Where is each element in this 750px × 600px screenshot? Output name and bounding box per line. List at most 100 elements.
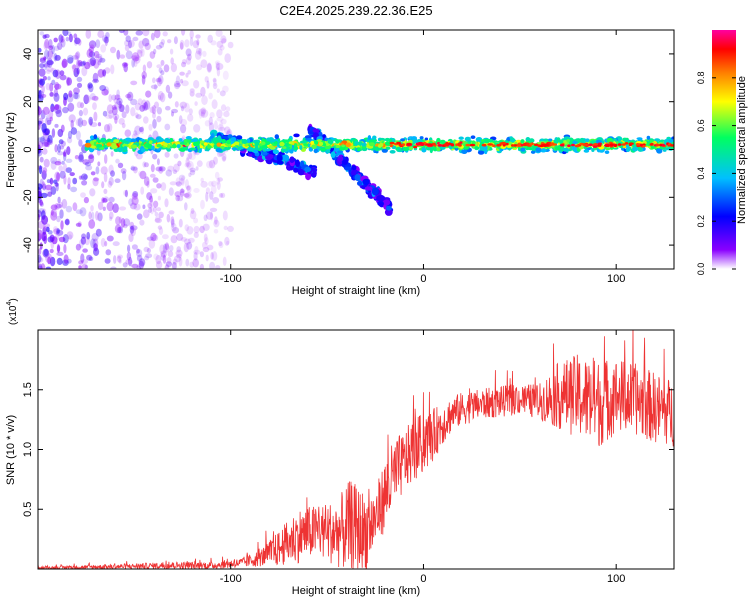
colorbar-tick-label: 0.4 [696, 167, 706, 180]
spectrogram-scatter-point [113, 255, 117, 264]
spectrogram-band-point [178, 138, 183, 142]
spectrogram-scatter-point [49, 177, 54, 185]
spectrogram-scatter-point [145, 90, 152, 98]
spectrogram-scatter-point [225, 106, 231, 112]
spectrogram-scatter-point [219, 90, 226, 97]
spectrogram-scatter-point [107, 180, 113, 188]
spectrogram-scatter-point [38, 208, 45, 214]
spectrogram-scatter-point [105, 32, 110, 39]
spectrogram-band-point [574, 138, 581, 142]
spectrogram-scatter-point [208, 181, 214, 187]
spectrogram-scatter-point [42, 34, 47, 39]
spectrogram-scatter-point [190, 208, 195, 214]
spectrogram-scatter-point [180, 118, 188, 127]
spectrogram-scatter-point [89, 188, 96, 197]
spectrogram-band-point [261, 138, 265, 143]
spectrogram-scatter-point [213, 229, 219, 234]
spectrogram-scatter-point [48, 45, 54, 50]
spectrogram-scatter-point [134, 125, 142, 135]
spectrogram-scatter-point [38, 68, 46, 77]
spectrogram-scatter-point [83, 94, 91, 104]
spectrogram-scatter-point [156, 107, 162, 115]
spectrogram-scatter-point [71, 64, 77, 70]
spectrogram-band-point [320, 147, 327, 151]
snr-x-label: Height of straight line (km) [292, 585, 420, 597]
spectrogram-scatter-point [138, 171, 142, 177]
spectrogram-scatter-point [82, 248, 88, 253]
spectrogram-scatter-point [133, 130, 138, 136]
spectrogram-scatter-point [119, 104, 125, 113]
spectrogram-scatter-point [181, 61, 187, 68]
spectrogram-band-point [255, 145, 259, 151]
spectrogram-scatter-point [215, 30, 223, 37]
spectrogram-scatter-point [178, 218, 183, 228]
spectrogram-scatter-point [54, 182, 59, 187]
spectrogram-scatter-point [91, 233, 99, 242]
spectrogram-band-point [318, 141, 324, 146]
spectrogram-band-point [656, 148, 663, 154]
spectrogram-scatter-point [193, 251, 198, 261]
spectrogram-scatter-point [73, 38, 78, 46]
spectrogram-scatter-point [88, 256, 94, 262]
spectrogram-scatter-point [183, 193, 190, 198]
spectrogram-scatter-point [43, 142, 50, 147]
spectrogram-band-point [389, 150, 396, 154]
spectrogram-band-point [204, 139, 210, 143]
spectrogram-scatter-point [110, 266, 117, 269]
spectrogram-peak-point [396, 141, 402, 145]
spectrogram-peak-point [655, 143, 660, 147]
spectrogram-scatter-point [88, 116, 94, 126]
spectrogram-band-point [326, 149, 331, 154]
spectrogram-scatter-point [97, 30, 105, 38]
spectrogram-scatter-point [49, 116, 53, 122]
spectrogram-peak-point [649, 143, 654, 146]
spectrogram-scatter-point [133, 166, 138, 174]
spectrogram-scatter-point [39, 91, 43, 101]
spectrogram-scatter-point [195, 166, 199, 171]
spectrogram-scatter-point [59, 170, 66, 179]
spectrogram-scatter-point [58, 34, 64, 43]
spectrogram-scatter-point [102, 206, 106, 211]
spectrogram-band-point [548, 138, 553, 142]
spectrogram-scatter-point [146, 247, 151, 254]
spectrogram-band-point [167, 144, 171, 149]
spectrogram-scatter-point [146, 236, 154, 241]
spectrogram-scatter-point [189, 37, 194, 47]
spectrogram-scatter-point [82, 107, 89, 116]
spectrogram-peak-point [628, 142, 634, 145]
spectrogram-peak-point [621, 143, 626, 146]
spectrogram-scatter-point [134, 102, 142, 111]
spectrogram-scatter-point [156, 207, 161, 212]
spectrogram-scatter-point [188, 237, 195, 243]
spectrogram-scatter-point [59, 209, 64, 219]
spectrogram-scatter-point [79, 239, 84, 249]
spectrogram-peak-point [659, 143, 662, 147]
spectrogram-peak-point [449, 143, 454, 146]
spectrogram-scatter-point [200, 59, 208, 69]
spectrogram-peak-point [639, 143, 643, 147]
spectrogram-scatter-point [38, 141, 44, 149]
spectrogram-scatter-point [175, 249, 183, 257]
spectrogram-track-point [281, 154, 290, 161]
spectrogram-scatter-point [122, 62, 129, 67]
spectrogram-scatter-point [157, 90, 164, 101]
spectrogram-scatter-point [206, 80, 210, 89]
spectrogram-band-point [264, 141, 271, 146]
spectrogram-scatter-point [97, 56, 103, 63]
spectrogram-band-point [189, 147, 196, 151]
spectrogram-scatter-point [120, 218, 126, 228]
spectrogram-peak-point [457, 142, 461, 146]
spectrogram-band-point [226, 139, 231, 145]
spectrogram-scatter-point [156, 158, 160, 166]
spectrogram-scatter-point [38, 137, 45, 142]
spectrogram-scatter-point [51, 44, 55, 55]
spectrogram-scatter-point [63, 254, 69, 264]
spectrogram-scatter-point [218, 126, 226, 131]
spectrogram-scatter-point [86, 48, 93, 58]
spectrogram-scatter-point [83, 174, 88, 180]
spectrogram-scatter-point [193, 124, 201, 133]
spectrogram-scatter-point [57, 143, 61, 153]
spectrogram-track-point [276, 160, 284, 165]
spectrogram-scatter-point [162, 243, 167, 254]
spectrogram-scatter-point [189, 261, 194, 268]
